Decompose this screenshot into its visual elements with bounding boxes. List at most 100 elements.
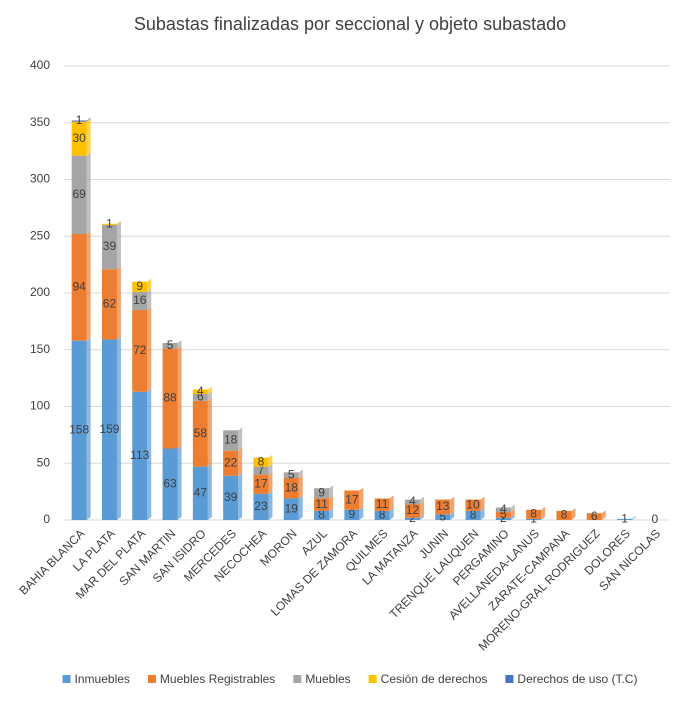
legend-swatch	[505, 675, 514, 683]
bar-segment	[253, 466, 269, 475]
bar-segment	[495, 512, 511, 518]
bar-side	[298, 469, 303, 479]
bar-segment	[465, 499, 481, 511]
bar-segment	[283, 498, 299, 520]
data-label: 8	[258, 454, 265, 468]
data-label: 5	[500, 507, 507, 521]
bar-side	[86, 117, 91, 122]
bar-segment	[283, 478, 299, 499]
legend-label: Muebles Registrables	[160, 672, 275, 686]
bar-segment	[556, 510, 572, 520]
y-tick-label: 250	[30, 228, 50, 242]
bar-side	[450, 511, 455, 520]
data-label: 39	[224, 490, 238, 504]
bar-side	[298, 475, 303, 499]
bar-side	[389, 495, 394, 511]
bar-segment	[495, 517, 511, 520]
data-label: 10	[466, 497, 480, 511]
bar-side	[541, 506, 546, 519]
data-label: 1	[76, 113, 83, 127]
data-label: 2	[500, 511, 507, 525]
data-label: 94	[72, 279, 86, 293]
y-tick-label: 0	[43, 512, 50, 526]
data-label: 6	[197, 390, 204, 404]
legend: Inmuebles Muebles Registrables Muebles Cesi…	[62, 672, 637, 686]
bar-segment	[192, 389, 208, 395]
bar-segment	[71, 121, 87, 156]
legend-label: Inmuebles	[75, 672, 130, 686]
data-label: 8	[470, 508, 477, 522]
legend-swatch	[293, 675, 302, 683]
bar-side	[510, 504, 515, 513]
bar-segment	[162, 342, 178, 349]
data-label: 8	[318, 508, 325, 522]
bar-side	[86, 152, 91, 234]
bar-side	[268, 490, 273, 520]
data-label: 39	[103, 239, 117, 253]
bar-segment	[314, 510, 330, 520]
bar-side	[510, 514, 515, 520]
bar-segment	[132, 391, 148, 520]
data-label: 1	[621, 512, 628, 526]
bar-side	[329, 485, 334, 499]
legend-swatch	[368, 675, 377, 683]
bar-segment	[223, 475, 239, 520]
data-label: 6	[591, 509, 598, 523]
bar-segment	[253, 474, 269, 494]
bar-segment	[162, 448, 178, 520]
bar-segment	[223, 450, 239, 476]
data-label: 4	[197, 384, 204, 398]
data-label: 23	[254, 499, 268, 513]
data-label: 13	[436, 499, 450, 513]
bar-side	[571, 507, 576, 520]
bar-side	[480, 507, 485, 520]
bar-side	[238, 447, 243, 476]
data-label: 19	[285, 501, 299, 515]
bar-side	[268, 454, 273, 467]
bar-segment	[101, 224, 117, 270]
bar-segment	[192, 400, 208, 467]
bar-side	[116, 336, 121, 520]
bar-side	[510, 509, 515, 518]
bar-segment	[162, 348, 178, 449]
bar-side	[329, 495, 334, 511]
bar-segment	[223, 430, 239, 451]
data-label: 18	[224, 433, 238, 447]
bar-segment	[314, 488, 330, 499]
legend-swatch	[62, 675, 71, 683]
data-label: 69	[72, 187, 86, 201]
data-label: 1	[106, 217, 113, 231]
data-label: 4	[409, 494, 416, 508]
data-label: 63	[163, 476, 177, 490]
bar-side	[177, 345, 182, 449]
bar-side	[238, 427, 243, 451]
data-label: 9	[349, 507, 356, 521]
bar-side	[541, 515, 546, 520]
data-label: 16	[133, 293, 147, 307]
data-label: 8	[561, 508, 568, 522]
bar-segment	[374, 498, 390, 511]
data-label: 62	[103, 297, 117, 311]
bar-segment	[435, 499, 451, 515]
bar-side	[389, 507, 394, 520]
bar-side	[177, 339, 182, 349]
bar-segment	[586, 513, 602, 520]
legend-label: Derechos de uso (T.C)	[517, 672, 637, 686]
bar-segment	[374, 510, 390, 520]
bar-side	[632, 515, 637, 520]
bar-segment	[71, 120, 87, 122]
bar-segment	[71, 155, 87, 234]
data-label: 5	[167, 338, 174, 352]
bar-side	[298, 495, 303, 520]
bar-segment	[71, 233, 87, 341]
bar-segment	[344, 490, 360, 510]
bar-side	[86, 118, 91, 156]
bar-segment	[71, 340, 87, 520]
data-label: 5	[288, 467, 295, 481]
bar-side	[207, 463, 212, 520]
bar-segment	[404, 517, 420, 520]
bar-side	[450, 496, 455, 515]
bar-segment	[465, 510, 481, 520]
bar-side	[207, 386, 212, 395]
bar-side	[116, 220, 121, 225]
